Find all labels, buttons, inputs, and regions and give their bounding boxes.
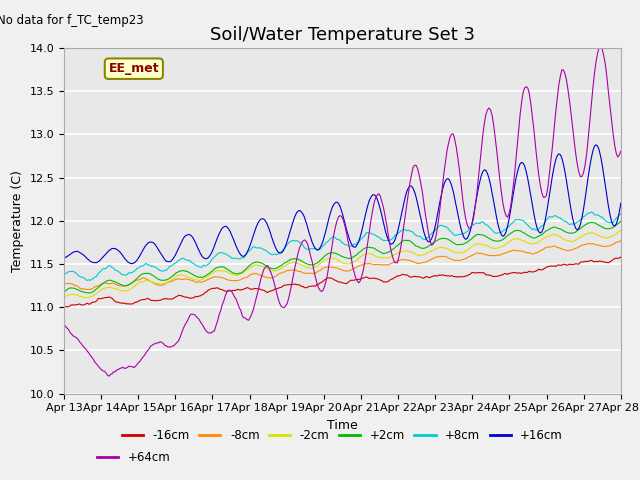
-8cm [305, 270, 313, 276]
-16cm [254, 286, 262, 292]
-2cm [130, 284, 138, 289]
-8cm [617, 238, 625, 244]
+8cm [589, 210, 596, 216]
+16cm [246, 242, 254, 248]
-16cm [244, 285, 252, 291]
Line: +64cm: +64cm [64, 47, 621, 376]
+64cm [255, 282, 263, 288]
+64cm [596, 44, 604, 50]
-8cm [60, 281, 68, 287]
+16cm [129, 261, 136, 266]
+16cm [130, 260, 138, 266]
-16cm [586, 258, 594, 264]
+64cm [617, 148, 625, 154]
-16cm [60, 304, 68, 310]
-16cm [303, 284, 311, 290]
Line: +2cm: +2cm [64, 221, 621, 293]
+8cm [305, 247, 313, 252]
Line: -16cm: -16cm [64, 257, 621, 307]
+64cm [130, 365, 138, 371]
X-axis label: Time: Time [327, 419, 358, 432]
-8cm [228, 277, 236, 283]
Text: EE_met: EE_met [109, 62, 159, 75]
+64cm [305, 247, 313, 252]
-8cm [255, 272, 263, 278]
+2cm [85, 290, 93, 296]
Legend: +64cm: +64cm [92, 446, 175, 469]
+8cm [130, 268, 138, 274]
Line: +16cm: +16cm [64, 145, 621, 264]
+8cm [60, 272, 68, 278]
-16cm [617, 254, 625, 260]
-16cm [226, 288, 234, 294]
+2cm [130, 278, 138, 284]
Line: -2cm: -2cm [64, 230, 621, 298]
-2cm [255, 263, 263, 269]
Line: -8cm: -8cm [64, 241, 621, 289]
+2cm [617, 218, 625, 224]
Y-axis label: Temperature (C): Temperature (C) [11, 170, 24, 272]
-2cm [60, 295, 68, 300]
+2cm [588, 220, 595, 226]
Text: No data for f_TC_temp23: No data for f_TC_temp23 [0, 14, 144, 27]
+16cm [60, 256, 68, 262]
-16cm [129, 301, 136, 307]
+8cm [588, 209, 595, 215]
+2cm [228, 269, 236, 275]
-8cm [246, 272, 254, 278]
+64cm [588, 103, 595, 108]
+8cm [228, 255, 236, 261]
+2cm [60, 289, 68, 295]
+2cm [246, 262, 254, 268]
+64cm [246, 315, 254, 321]
-8cm [130, 279, 138, 285]
+16cm [588, 155, 595, 161]
+16cm [305, 229, 313, 235]
+16cm [592, 142, 600, 148]
Line: +8cm: +8cm [64, 212, 621, 280]
+8cm [246, 247, 254, 253]
+16cm [255, 217, 263, 223]
+2cm [305, 262, 313, 267]
-2cm [617, 228, 625, 233]
-2cm [588, 230, 595, 236]
-2cm [228, 271, 236, 277]
+8cm [617, 211, 625, 217]
-2cm [305, 265, 313, 271]
+64cm [105, 373, 113, 379]
-2cm [83, 295, 91, 301]
+16cm [228, 232, 236, 238]
+16cm [617, 200, 625, 206]
+8cm [255, 245, 263, 251]
+8cm [83, 277, 91, 283]
+2cm [255, 260, 263, 265]
-8cm [588, 241, 595, 247]
-8cm [85, 287, 93, 292]
+64cm [60, 322, 68, 327]
Title: Soil/Water Temperature Set 3: Soil/Water Temperature Set 3 [210, 25, 475, 44]
-2cm [246, 265, 254, 271]
+64cm [228, 288, 236, 294]
